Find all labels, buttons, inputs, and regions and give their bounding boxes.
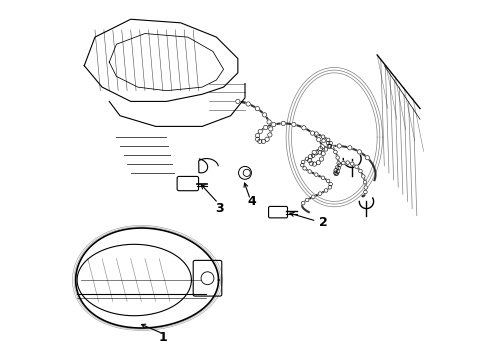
Circle shape [335,166,339,169]
Circle shape [308,154,313,159]
Circle shape [269,127,273,131]
Circle shape [292,122,296,127]
Circle shape [301,160,305,164]
Circle shape [308,170,312,173]
Circle shape [328,185,332,189]
Circle shape [309,161,314,165]
Text: 2: 2 [319,216,328,229]
Circle shape [336,170,340,174]
Circle shape [334,168,338,172]
Circle shape [236,99,240,104]
Circle shape [321,152,325,156]
Circle shape [337,161,341,165]
Circle shape [311,154,315,157]
Circle shape [263,113,267,117]
Circle shape [329,182,332,186]
Circle shape [324,148,328,151]
Circle shape [328,144,332,148]
Circle shape [300,163,304,167]
Text: 4: 4 [248,195,257,208]
Circle shape [303,167,306,170]
Circle shape [327,144,331,148]
Circle shape [312,162,317,166]
Circle shape [350,162,354,166]
Circle shape [326,138,330,142]
Circle shape [335,172,339,175]
Circle shape [362,175,365,178]
Circle shape [338,163,342,167]
FancyBboxPatch shape [269,206,288,218]
Text: 3: 3 [216,202,224,215]
Circle shape [243,169,250,176]
Circle shape [342,161,345,165]
Circle shape [301,201,305,205]
Circle shape [321,176,325,180]
Circle shape [364,186,368,189]
Circle shape [318,147,323,151]
Circle shape [326,179,330,183]
Circle shape [255,137,260,141]
Circle shape [308,158,312,163]
Circle shape [255,134,260,138]
Text: 1: 1 [158,331,167,344]
Circle shape [305,157,309,161]
Circle shape [364,190,367,194]
Circle shape [312,195,315,198]
Circle shape [320,145,324,149]
Circle shape [255,107,260,111]
FancyBboxPatch shape [177,176,198,191]
Circle shape [322,139,325,143]
Circle shape [334,171,337,174]
Circle shape [281,121,286,126]
Circle shape [268,133,272,137]
Circle shape [315,173,318,176]
Circle shape [355,165,358,168]
Circle shape [324,189,328,192]
Circle shape [201,272,214,285]
Circle shape [321,135,325,139]
Circle shape [265,137,269,141]
Circle shape [337,166,341,170]
Circle shape [312,150,317,154]
Circle shape [271,122,276,127]
Circle shape [336,156,340,159]
Circle shape [261,139,266,144]
Circle shape [258,129,262,134]
Circle shape [334,172,338,176]
FancyBboxPatch shape [193,260,222,296]
Circle shape [315,132,318,135]
Circle shape [319,157,323,161]
Circle shape [239,166,251,179]
Circle shape [326,141,330,145]
Circle shape [357,150,362,154]
Circle shape [347,146,352,150]
Circle shape [310,131,315,135]
Circle shape [346,161,349,165]
Circle shape [317,138,321,142]
Circle shape [365,156,369,160]
Circle shape [318,151,322,154]
Circle shape [305,198,309,202]
Circle shape [302,126,306,130]
Circle shape [316,161,320,165]
Circle shape [267,120,271,124]
Circle shape [246,102,250,106]
Circle shape [359,169,362,173]
Circle shape [318,192,322,195]
Circle shape [363,180,367,184]
Circle shape [330,145,334,149]
Circle shape [258,139,262,144]
Circle shape [337,144,342,148]
Circle shape [334,150,337,154]
Circle shape [264,125,268,130]
Circle shape [329,141,332,145]
